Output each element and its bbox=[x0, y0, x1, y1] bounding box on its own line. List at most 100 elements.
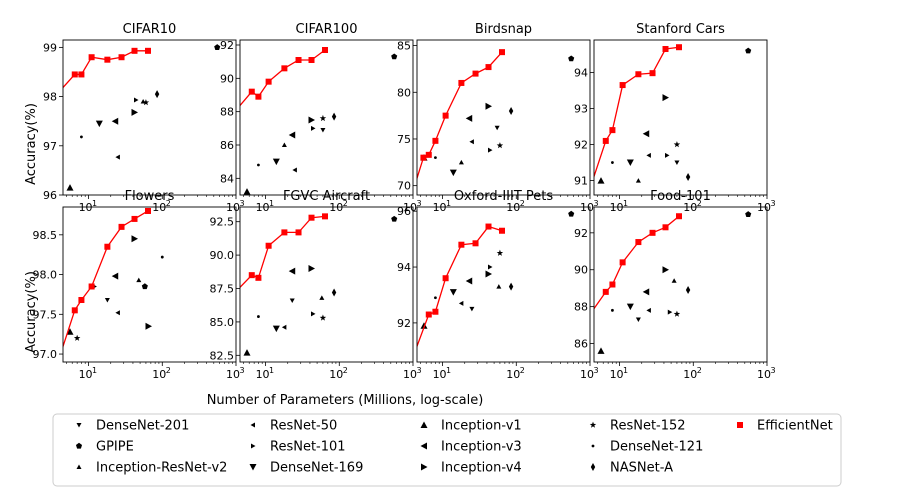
efficientnet-point bbox=[56, 355, 62, 361]
plot-area bbox=[240, 213, 398, 356]
point-resnet-152 bbox=[319, 114, 327, 122]
point-inception-v4 bbox=[662, 94, 670, 102]
point-resnet-101 bbox=[133, 97, 139, 103]
y-axis-label-bottom: Accuracy(%) bbox=[24, 271, 39, 353]
point-densenet-121 bbox=[434, 296, 437, 300]
x-tick-exponent: 2 bbox=[166, 366, 171, 375]
point-densenet-201 bbox=[289, 298, 295, 304]
point-densenet-121 bbox=[160, 255, 164, 259]
efficientnet-point bbox=[425, 311, 432, 318]
point-inception-v1 bbox=[420, 322, 428, 329]
x-tick-label: 10 bbox=[152, 368, 166, 381]
legend-marker bbox=[251, 443, 256, 449]
panel-title: FGVC Aircraft bbox=[283, 189, 370, 204]
efficientnet-point bbox=[88, 283, 95, 290]
x-tick-label: 10 bbox=[506, 201, 520, 214]
efficientnet-point bbox=[295, 57, 302, 63]
point-inception-v1 bbox=[66, 184, 74, 191]
efficientnet-point bbox=[248, 88, 255, 95]
point-inception-v1 bbox=[66, 328, 74, 335]
efficientnet-point bbox=[321, 213, 328, 220]
point-densenet-121 bbox=[611, 161, 614, 164]
x-tick-exponent: 2 bbox=[697, 366, 702, 375]
y-tick-label: 99 bbox=[43, 41, 57, 54]
y-tick-label: 87.5 bbox=[210, 283, 235, 296]
point-inception-v1 bbox=[597, 347, 605, 354]
legend-label: ResNet-50 bbox=[270, 419, 337, 434]
point-nasnet-a bbox=[685, 286, 691, 295]
point-inception-v4 bbox=[485, 102, 493, 110]
point-densenet-121 bbox=[434, 156, 437, 160]
y-tick-label: 91 bbox=[574, 175, 588, 188]
x-tick-exponent: 1 bbox=[269, 199, 274, 208]
x-tick-exponent: 1 bbox=[446, 199, 451, 208]
efficientnet-point bbox=[308, 214, 315, 221]
point-inception-resnet-v2 bbox=[281, 142, 287, 147]
efficientnet-point bbox=[295, 229, 302, 236]
point-inception-resnet-v2 bbox=[319, 295, 325, 300]
plot-area bbox=[56, 207, 164, 361]
x-tick-label: 10 bbox=[79, 368, 93, 381]
x-tick-label: 10 bbox=[580, 368, 594, 381]
efficientnet-line bbox=[63, 210, 149, 349]
point-gpipe bbox=[141, 283, 148, 290]
efficientnet-point bbox=[619, 259, 626, 266]
efficientnet-point bbox=[498, 227, 505, 234]
point-inception-v4 bbox=[145, 322, 152, 330]
y-tick-label: 90.0 bbox=[210, 249, 235, 262]
x-tick-label: 10 bbox=[152, 201, 166, 214]
legend-label: Inception-v1 bbox=[441, 419, 522, 434]
x-axis-label: Number of Parameters (Millions, log-scal… bbox=[207, 393, 484, 408]
legend-marker bbox=[590, 463, 596, 471]
y-tick-label: 92 bbox=[574, 139, 588, 152]
y-tick-label: 97 bbox=[43, 140, 57, 153]
efficientnet-point bbox=[420, 154, 427, 161]
point-resnet-50 bbox=[292, 167, 297, 173]
y-tick-label: 98.5 bbox=[33, 229, 58, 242]
x-tick-exponent: 1 bbox=[446, 366, 451, 375]
y-tick-label: 88 bbox=[220, 106, 234, 119]
efficientnet-point bbox=[498, 49, 505, 56]
point-inception-v4 bbox=[308, 264, 316, 272]
x-tick-label: 10 bbox=[403, 368, 417, 381]
y-tick-label: 92 bbox=[397, 317, 411, 330]
legend-marker bbox=[591, 444, 595, 448]
axes-frame bbox=[593, 39, 768, 196]
y-tick-label: 94 bbox=[574, 66, 588, 79]
x-tick-exponent: 2 bbox=[697, 199, 702, 208]
x-tick-exponent: 3 bbox=[770, 366, 775, 375]
axes-frame bbox=[239, 39, 414, 196]
point-inception-resnet-v2 bbox=[671, 278, 677, 283]
point-gpipe bbox=[391, 53, 398, 60]
point-inception-resnet-v2 bbox=[458, 159, 464, 165]
axes-frame bbox=[593, 206, 768, 363]
point-inception-v4 bbox=[485, 270, 493, 278]
efficientnet-point bbox=[472, 70, 479, 77]
legend-marker bbox=[420, 421, 428, 428]
point-inception-v3 bbox=[288, 131, 296, 139]
panel-title: Flowers bbox=[125, 189, 175, 204]
legend-label: ResNet-101 bbox=[270, 440, 346, 455]
legend-item-inception-v1: Inception-v1 bbox=[420, 419, 522, 434]
point-gpipe bbox=[568, 210, 575, 217]
x-tick-label: 10 bbox=[79, 201, 93, 214]
point-inception-v1 bbox=[243, 188, 251, 195]
y-tick-label: 97.5 bbox=[33, 308, 58, 321]
x-tick-label: 10 bbox=[329, 201, 343, 214]
point-inception-v3 bbox=[111, 272, 119, 280]
efficientnet-point bbox=[144, 47, 151, 54]
legend-marker bbox=[421, 463, 428, 471]
legend-item-densenet-201: DenseNet-201 bbox=[76, 419, 189, 434]
y-tick-label: 96 bbox=[397, 205, 411, 218]
y-tick-label: 94 bbox=[397, 261, 411, 274]
point-densenet-121 bbox=[257, 315, 260, 318]
y-axis-label-top: Accuracy(%) bbox=[24, 103, 39, 185]
y-tick-label: 86 bbox=[574, 338, 588, 351]
point-densenet-201 bbox=[674, 160, 680, 166]
